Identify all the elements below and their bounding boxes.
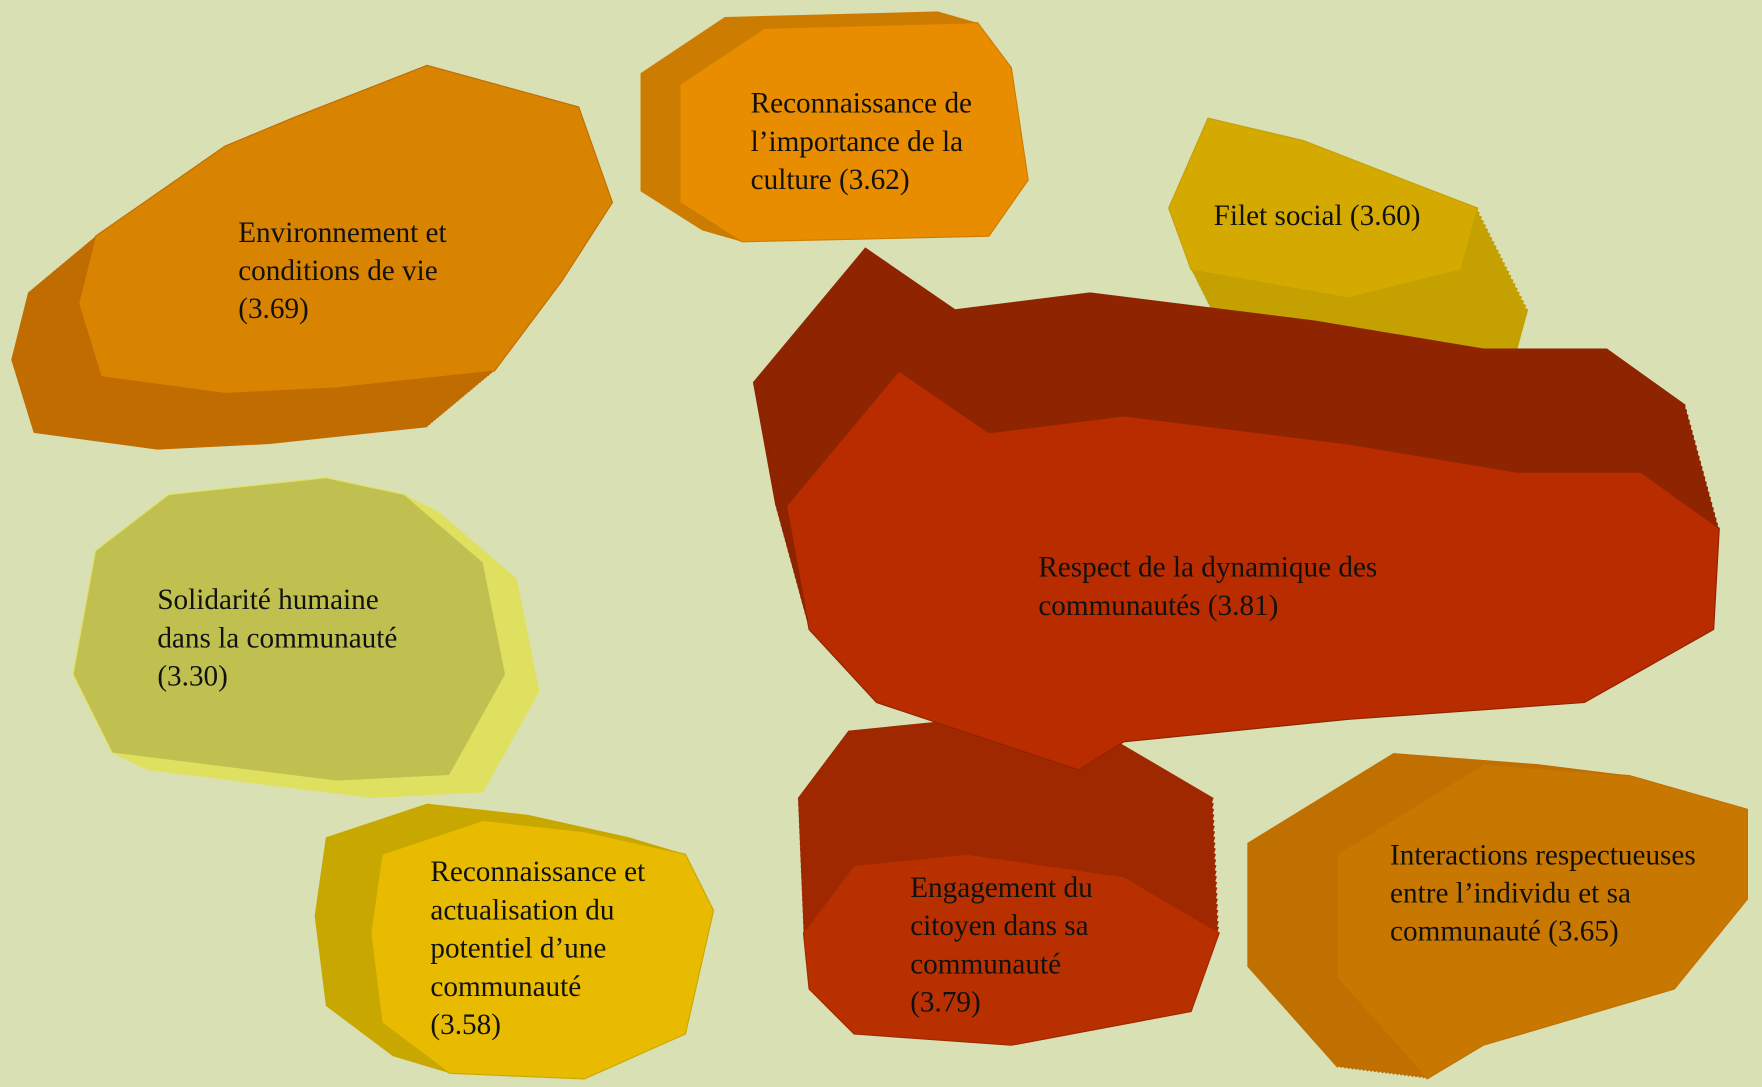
node-label: (3.69) [238, 293, 309, 325]
node-label: entre l’individu et sa [1390, 878, 1631, 910]
node-label: dans la communauté [157, 622, 397, 654]
node-label: (3.30) [157, 661, 228, 693]
node-label: actualisation du [430, 894, 614, 926]
blob-top [78, 64, 614, 395]
blob-top [786, 370, 1720, 771]
node-label: Reconnaissance de [751, 88, 972, 120]
node-label: l’importance de la [751, 126, 963, 158]
labels: Environnement et conditions de vie (3.69… [157, 88, 1695, 1041]
node-label: culture (3.62) [751, 164, 910, 196]
node-label: communauté (3.65) [1390, 916, 1619, 948]
node-label: communauté [430, 971, 581, 1003]
blob-top [72, 477, 507, 782]
node-label: Reconnaissance et [430, 856, 645, 888]
node-label: (3.79) [910, 987, 981, 1019]
node-label: Engagement du [910, 872, 1093, 904]
blob-top [679, 22, 1029, 243]
blob-top [802, 853, 1220, 1046]
node-label: Environnement et [238, 217, 446, 249]
blob-top [370, 819, 715, 1080]
node-label: Solidarité humaine [157, 584, 378, 616]
node-label: Interactions respectueuses [1390, 839, 1696, 871]
blob-top [1168, 117, 1479, 299]
node-label: Respect de la dynamique des [1038, 552, 1377, 584]
node-label: (3.58) [430, 1009, 501, 1041]
node-label: communautés (3.81) [1038, 590, 1278, 622]
node-label: Filet social (3.60) [1214, 200, 1421, 232]
shapes [11, 11, 1748, 1080]
blob-top [1336, 763, 1748, 1080]
node-label: citoyen dans sa [910, 910, 1088, 942]
node-label: potentiel d’une [430, 933, 606, 965]
node-label: conditions de vie [238, 255, 438, 287]
node-label: communauté [910, 948, 1061, 980]
